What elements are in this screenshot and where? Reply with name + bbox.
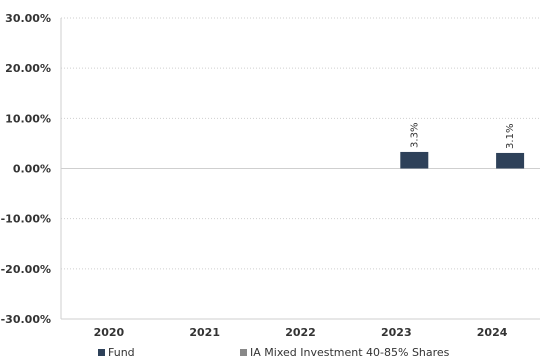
x-tick-label: 2024 <box>477 326 508 339</box>
legend-swatch-fund <box>98 349 105 356</box>
y-tick-label: 10.00% <box>5 112 51 125</box>
legend-item-sector: IA Mixed Investment 40-85% Shares <box>240 346 449 359</box>
data-label: 3.3% <box>409 123 420 148</box>
x-tick-label: 2021 <box>189 326 220 339</box>
legend-swatch-sector <box>240 349 247 356</box>
x-tick-label: 2022 <box>285 326 316 339</box>
legend-label-sector: IA Mixed Investment 40-85% Shares <box>250 346 450 359</box>
y-tick-label: 0.00% <box>13 163 51 176</box>
bar-fund-2024 <box>496 152 525 169</box>
y-tick-label: 20.00% <box>5 62 51 75</box>
x-tick-label: 2023 <box>381 326 412 339</box>
y-tick-label: -30.00% <box>1 313 51 326</box>
x-tick-label: 2020 <box>94 326 125 339</box>
y-tick-label: 30.00% <box>5 12 51 25</box>
chart-plot: 30.00% 20.00% 10.00% 0.00% -10.00% -20.00% -30… <box>1 12 540 339</box>
chart-legend: Fund IA Mixed Investment 40-85% Shares <box>0 346 541 363</box>
legend-label-fund: Fund <box>108 346 135 359</box>
data-label: 3.1% <box>505 124 516 149</box>
y-tick-label: -10.00% <box>1 213 51 226</box>
bar-fund-2023 <box>400 151 429 169</box>
legend-item-fund: Fund <box>98 346 135 359</box>
y-tick-label: -20.00% <box>1 263 51 276</box>
